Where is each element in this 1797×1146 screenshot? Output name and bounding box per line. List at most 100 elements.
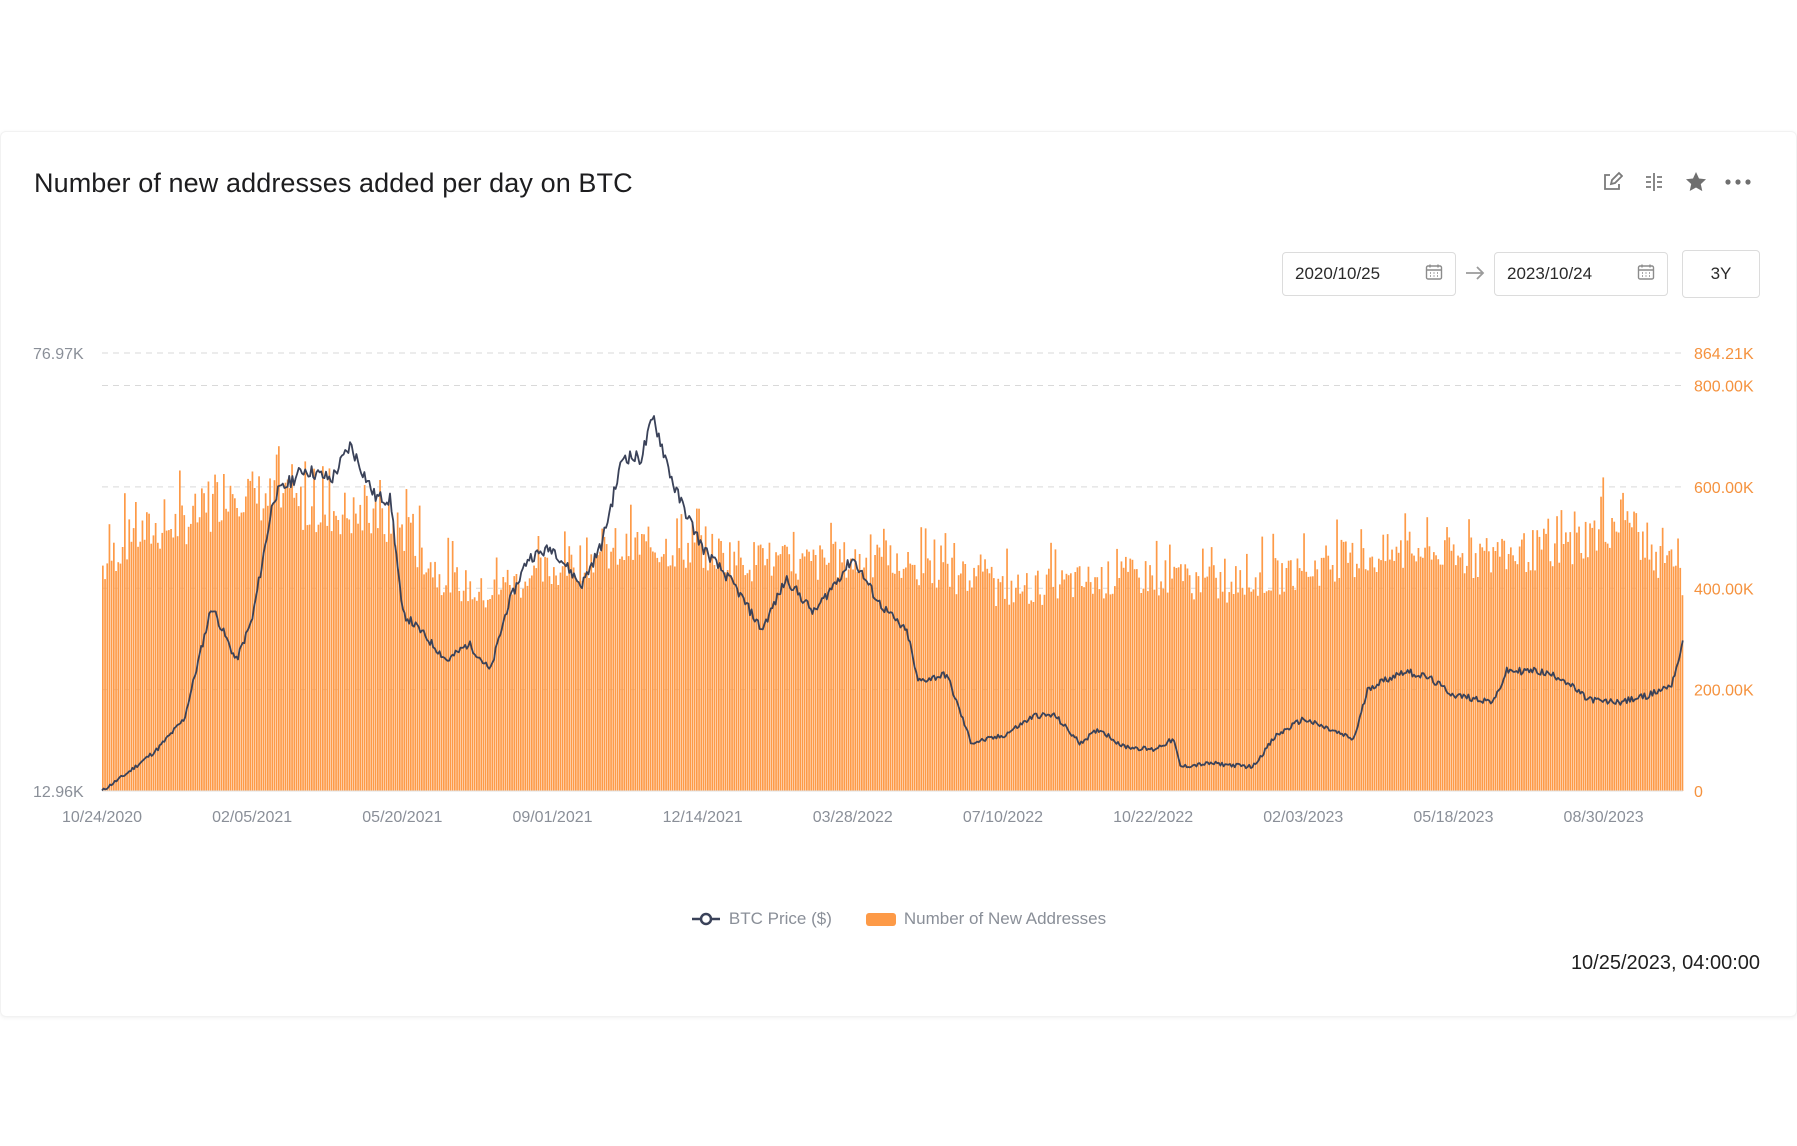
addresses-bar bbox=[1402, 567, 1404, 791]
addresses-bar bbox=[942, 562, 945, 791]
addresses-bar bbox=[1367, 570, 1369, 791]
addresses-bar bbox=[1587, 557, 1589, 791]
addresses-bar bbox=[876, 544, 879, 791]
addresses-bar bbox=[931, 583, 934, 791]
addresses-bar bbox=[275, 454, 278, 791]
range-3y-button[interactable]: 3Y bbox=[1682, 250, 1760, 298]
addresses-bar bbox=[1023, 585, 1026, 791]
addresses-bar bbox=[1356, 563, 1358, 791]
addresses-bar bbox=[205, 512, 208, 791]
addresses-bar bbox=[1375, 572, 1378, 791]
addresses-bar bbox=[258, 476, 260, 791]
addresses-bar bbox=[874, 555, 876, 791]
addresses-bar bbox=[1499, 556, 1501, 791]
addresses-bar bbox=[256, 503, 258, 791]
addresses-bar bbox=[152, 535, 155, 791]
addresses-bar bbox=[995, 606, 997, 791]
addresses-bar bbox=[1477, 577, 1479, 791]
addresses-bar bbox=[960, 573, 962, 791]
addresses-bar bbox=[698, 508, 700, 791]
addresses-bar bbox=[828, 562, 830, 791]
addresses-bar bbox=[555, 575, 557, 791]
addresses-bar bbox=[660, 556, 663, 791]
addresses-bar bbox=[570, 554, 573, 791]
addresses-bar bbox=[1558, 562, 1561, 791]
addresses-bar bbox=[643, 534, 645, 791]
addresses-bar bbox=[1573, 511, 1576, 791]
addresses-bar bbox=[1457, 555, 1459, 791]
addresses-bar bbox=[412, 513, 414, 791]
addresses-bar bbox=[1450, 550, 1453, 791]
edit-icon[interactable] bbox=[1598, 168, 1626, 196]
addresses-bar bbox=[1006, 548, 1008, 791]
addresses-bar bbox=[1505, 569, 1508, 791]
addresses-bar bbox=[1087, 566, 1090, 791]
star-icon[interactable] bbox=[1682, 168, 1710, 196]
addresses-bar bbox=[1294, 589, 1297, 791]
addresses-bar bbox=[110, 560, 113, 791]
addresses-bar bbox=[788, 554, 791, 791]
addresses-bar bbox=[473, 597, 476, 791]
addresses-bar bbox=[962, 561, 964, 791]
addresses-bar bbox=[1584, 521, 1587, 791]
addresses-bar bbox=[1177, 567, 1180, 791]
addresses-bar bbox=[979, 554, 982, 791]
addresses-bar bbox=[520, 597, 522, 791]
addresses-bar bbox=[513, 576, 516, 791]
end-date-picker[interactable]: 2023/10/24 bbox=[1494, 252, 1668, 296]
addresses-bar bbox=[1210, 547, 1213, 791]
addresses-bar bbox=[1048, 568, 1050, 791]
addresses-bar bbox=[900, 577, 903, 791]
addresses-bar bbox=[1281, 563, 1283, 791]
start-date-picker[interactable]: 2020/10/25 bbox=[1282, 252, 1456, 296]
addresses-bar bbox=[1362, 548, 1365, 791]
addresses-bar bbox=[770, 575, 773, 791]
start-date-value: 2020/10/25 bbox=[1295, 264, 1381, 283]
addresses-bar bbox=[414, 555, 417, 791]
addresses-bar bbox=[1633, 511, 1635, 791]
addresses-bar bbox=[207, 481, 210, 791]
addresses-bar bbox=[434, 561, 436, 791]
addresses-bar bbox=[1580, 553, 1583, 791]
x-axis-tick-label: 07/10/2022 bbox=[963, 809, 1043, 826]
addresses-bar bbox=[1562, 544, 1565, 791]
addresses-bar bbox=[537, 536, 540, 791]
addresses-bar bbox=[720, 541, 722, 791]
addresses-bar bbox=[1604, 541, 1607, 791]
addresses-bar bbox=[751, 581, 753, 791]
addresses-bar bbox=[104, 579, 106, 791]
addresses-bar bbox=[346, 518, 348, 791]
addresses-bar bbox=[1547, 518, 1550, 791]
addresses-bar bbox=[1103, 598, 1105, 791]
legend-item-btc-price[interactable]: BTC Price ($) bbox=[691, 909, 832, 929]
addresses-bar bbox=[856, 571, 859, 791]
addresses-bar bbox=[410, 522, 412, 791]
addresses-bar bbox=[381, 508, 384, 791]
addresses-bar bbox=[374, 497, 377, 791]
addresses-bar bbox=[119, 563, 122, 791]
addresses-bar bbox=[768, 542, 771, 791]
addresses-bar bbox=[938, 579, 940, 791]
addresses-bar bbox=[913, 564, 916, 791]
addresses-bar bbox=[852, 569, 854, 791]
addresses-bar bbox=[1153, 589, 1156, 791]
addresses-bar bbox=[126, 559, 128, 791]
addresses-bar bbox=[1246, 553, 1248, 791]
addresses-bar bbox=[1116, 548, 1118, 791]
addresses-bar bbox=[557, 585, 560, 791]
addresses-bar bbox=[1054, 549, 1057, 791]
legend-item-new-addresses[interactable]: Number of New Addresses bbox=[865, 909, 1106, 929]
addresses-bar bbox=[614, 528, 617, 791]
more-icon[interactable] bbox=[1724, 168, 1752, 196]
addresses-bar bbox=[830, 522, 832, 791]
addresses-bar bbox=[1120, 561, 1123, 791]
addresses-bar bbox=[471, 599, 474, 791]
addresses-bar bbox=[1527, 562, 1530, 791]
addresses-bar bbox=[216, 482, 219, 791]
compare-icon[interactable] bbox=[1640, 168, 1668, 196]
addresses-bar bbox=[935, 587, 938, 791]
addresses-bar bbox=[1037, 570, 1039, 791]
addresses-bar bbox=[436, 587, 439, 791]
addresses-bar bbox=[194, 493, 197, 791]
addresses-bar bbox=[273, 480, 276, 791]
